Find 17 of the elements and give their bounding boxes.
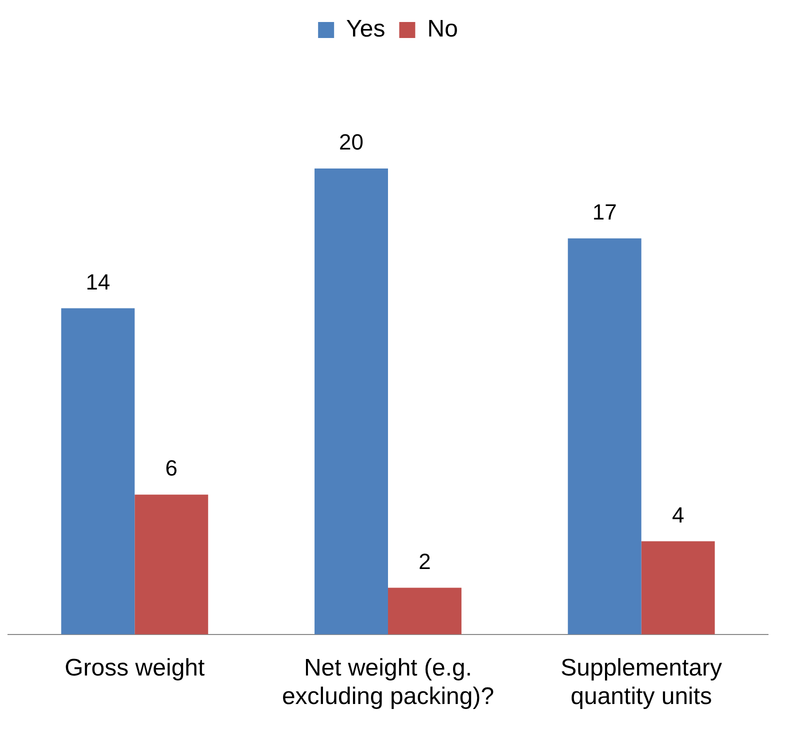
bar xyxy=(388,588,462,634)
data-label: 4 xyxy=(672,502,684,528)
bar xyxy=(568,238,642,634)
data-label: 20 xyxy=(339,130,364,155)
x-tick-label: Net weight (e.g. excluding packing)? xyxy=(282,654,494,710)
data-label: 14 xyxy=(86,269,110,294)
legend-label: No xyxy=(427,16,458,43)
bar xyxy=(641,541,715,634)
bar xyxy=(314,168,388,634)
x-tick-label: Supplementary quantity units xyxy=(560,654,722,710)
data-label: 6 xyxy=(165,456,178,481)
bar xyxy=(61,308,135,634)
data-label: 2 xyxy=(418,548,431,574)
x-tick-label: Gross weight xyxy=(64,654,206,682)
data-label: 17 xyxy=(592,199,617,224)
legend-label: Yes xyxy=(346,16,386,43)
bar xyxy=(134,494,208,634)
